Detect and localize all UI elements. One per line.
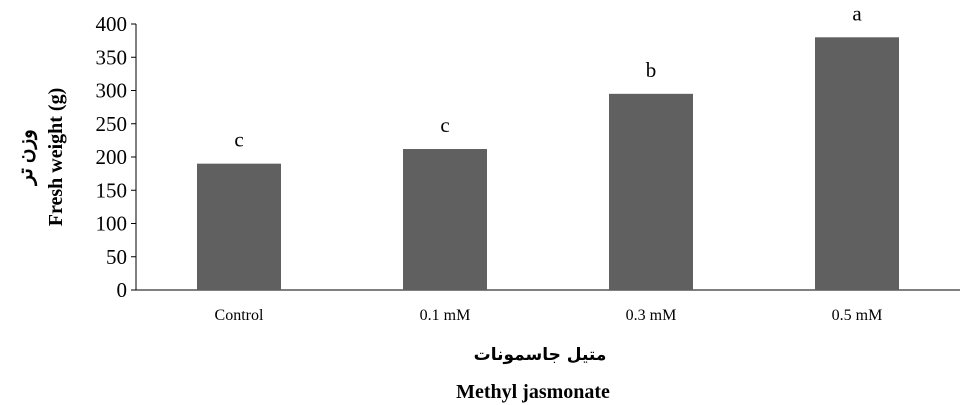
y-tick-label: 400 xyxy=(96,12,128,36)
significance-letters: c c b a xyxy=(234,1,862,151)
y-tick-label: 350 xyxy=(96,45,128,69)
category-label: 0.1 mM xyxy=(420,307,471,324)
category-labels: Control 0.1 mM 0.3 mM 0.5 mM xyxy=(215,307,883,324)
bar xyxy=(815,37,899,290)
significance-letter: a xyxy=(852,1,862,25)
bar xyxy=(403,149,487,290)
y-tick-label: 300 xyxy=(96,79,128,103)
y-tick-label: 0 xyxy=(117,278,128,302)
x-axis-label-fa: متیل جاسمونات xyxy=(474,345,607,365)
bar xyxy=(609,93,693,290)
y-tick-label: 150 xyxy=(96,178,128,202)
significance-letter: b xyxy=(646,58,657,82)
x-axis-label: Methyl jasmonate xyxy=(456,381,610,403)
y-axis-label-fa: وزن تر xyxy=(15,129,38,187)
y-tick-label: 200 xyxy=(96,145,128,169)
category-label: Control xyxy=(215,307,264,324)
y-tick-label: 50 xyxy=(106,245,127,269)
bar xyxy=(197,163,281,290)
significance-letter: c xyxy=(234,128,243,152)
bars xyxy=(197,37,899,290)
category-label: 0.3 mM xyxy=(626,307,677,324)
y-axis-label: Fresh weight (g) xyxy=(45,88,67,227)
y-tick-label: 100 xyxy=(96,212,128,236)
category-label: 0.5 mM xyxy=(832,307,883,324)
y-tick-labels: 0 50 100 150 200 250 300 350 400 xyxy=(96,12,136,302)
y-tick-label: 250 xyxy=(96,112,128,136)
significance-letter: c xyxy=(440,113,449,137)
